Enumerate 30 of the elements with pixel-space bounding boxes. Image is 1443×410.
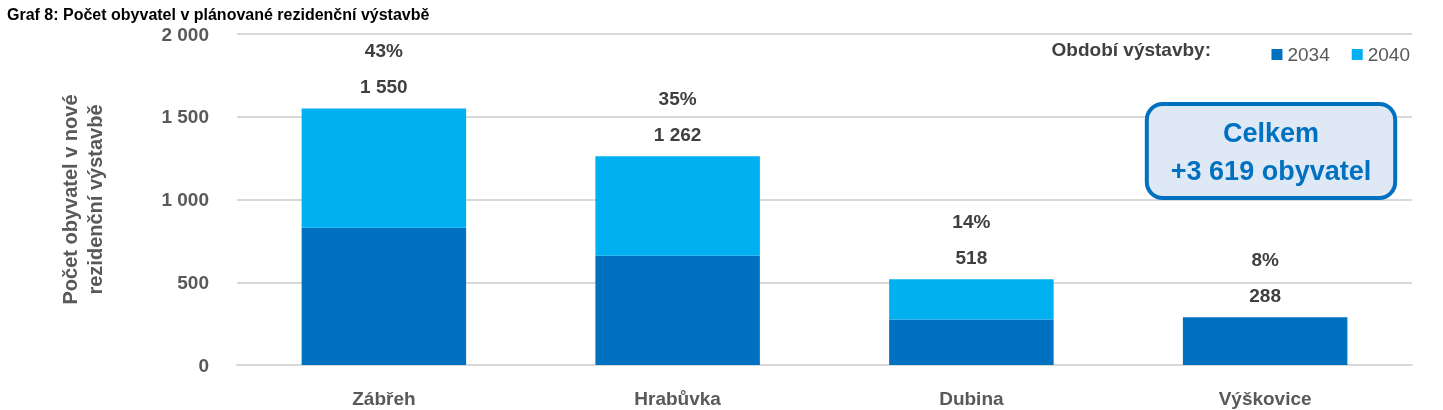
bar [889, 279, 1054, 320]
bar [1182, 317, 1348, 365]
y-axis-title: Počet obyvatel v nové rezidenční výstavbě [58, 94, 106, 305]
x-tick-label: Hrabůvka [634, 388, 722, 409]
y-tick-label: 2 000 [161, 23, 209, 45]
bar [595, 156, 760, 256]
annotation: 35% [658, 88, 697, 110]
legend-label: 2034 [1287, 44, 1331, 65]
annotation: 8% [1251, 249, 1279, 271]
y-tick-label: 0 [198, 354, 209, 376]
bar [889, 319, 1054, 365]
y-tick-label: 1 500 [161, 106, 209, 128]
total-label: 1 262 [653, 124, 702, 146]
bar [301, 227, 467, 365]
bar [301, 108, 467, 228]
chart-title: Graf 8: Počet obyvatel v plánované rezidenční výstavbě [7, 5, 430, 23]
annotation: Celkem +3 619 obyvatel [1170, 118, 1372, 186]
legend-label: 2040 [1367, 44, 1411, 65]
bar [595, 255, 760, 365]
y-tick-label: 1 000 [161, 189, 209, 210]
y-tick-label: 500 [177, 271, 209, 293]
annotation: 14% [952, 211, 991, 233]
annotation: 43% [364, 40, 403, 62]
total-label: 518 [955, 247, 988, 269]
x-tick-label: Zábřeh [352, 388, 416, 409]
total-label: 1 550 [360, 76, 408, 98]
x-tick-label: Výškovice [1218, 388, 1312, 409]
legend-title: Období výstavby: [1051, 39, 1211, 60]
x-tick-label: Dubina [939, 388, 1004, 409]
total-label: 288 [1249, 285, 1281, 307]
